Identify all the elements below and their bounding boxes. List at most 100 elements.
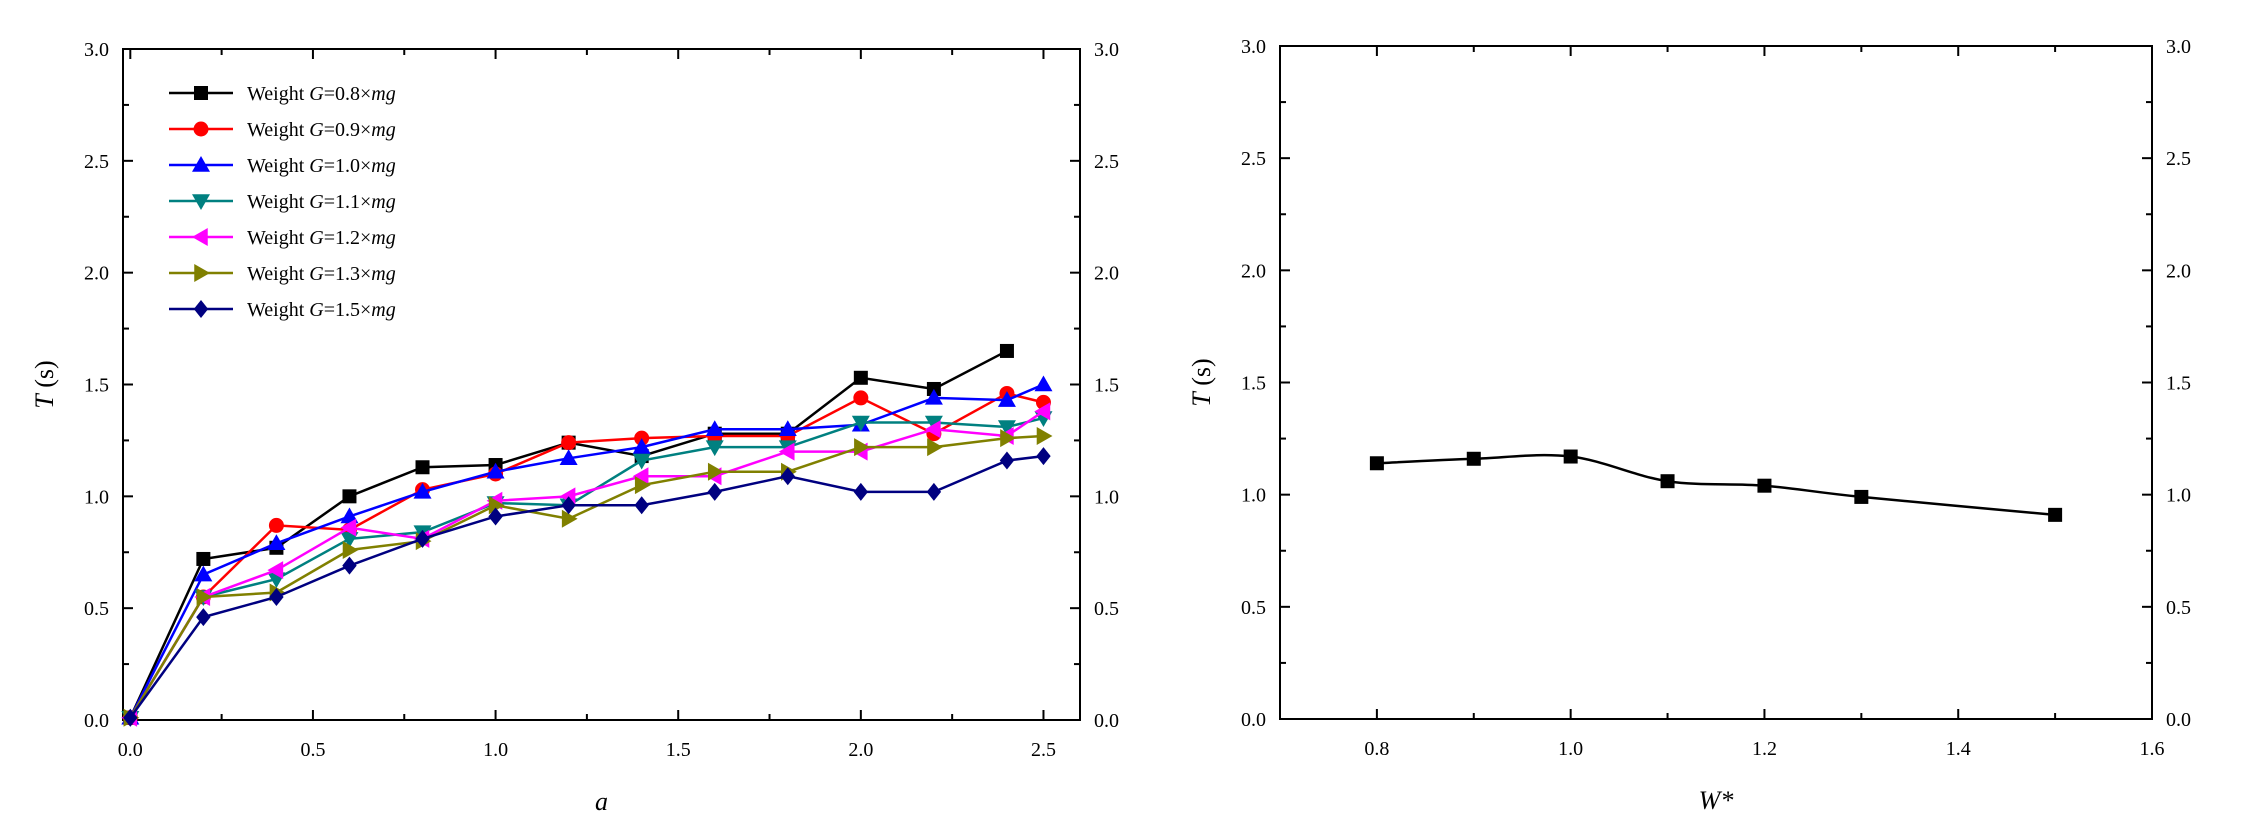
x-tick-label: 1.0 bbox=[1558, 738, 1583, 760]
data-point bbox=[632, 438, 651, 454]
y-tick-label: 0.5 bbox=[84, 598, 109, 620]
y-tick-label: 3.0 bbox=[1241, 36, 1266, 58]
series-6 bbox=[123, 426, 1053, 727]
data-point bbox=[123, 708, 138, 727]
data-point bbox=[269, 587, 284, 606]
data-point bbox=[1369, 456, 1384, 471]
x-tick-label: 1.5 bbox=[666, 739, 691, 761]
y-tick-label-right: 0.5 bbox=[1094, 598, 1119, 620]
data-point bbox=[1036, 447, 1051, 466]
data-point bbox=[559, 449, 578, 466]
data-point bbox=[999, 451, 1015, 470]
chart-2: 0.0 0.0 0.5 0.5 1.0 1.0 1.5 1.5 2.0 2.0 2.5 2.5 3.0 3… bbox=[1187, 36, 2191, 815]
series-4 bbox=[121, 411, 1053, 727]
data-point bbox=[415, 529, 430, 548]
y-tick-label: 2.5 bbox=[1241, 148, 1266, 170]
series-line bbox=[129, 392, 1044, 719]
data-point bbox=[778, 442, 795, 461]
legend-label: Weight G=1.3×mg bbox=[247, 263, 396, 285]
series-line bbox=[129, 383, 1044, 719]
data-point bbox=[196, 551, 211, 566]
y-tick-label-right: 0.5 bbox=[2166, 597, 2191, 619]
data-point bbox=[778, 420, 797, 436]
y-tick-label-right: 1.0 bbox=[1094, 486, 1119, 508]
data-point bbox=[1000, 429, 1016, 448]
y-tick-label: 1.5 bbox=[1241, 373, 1266, 395]
y-tick-label: 1.0 bbox=[84, 486, 109, 508]
data-point bbox=[267, 561, 284, 580]
data-point bbox=[926, 482, 942, 501]
legend-label: Weight G=1.0×mg bbox=[247, 155, 396, 177]
data-point bbox=[561, 435, 577, 451]
data-point bbox=[488, 507, 503, 526]
y-tick-label-right: 2.0 bbox=[1094, 263, 1119, 285]
data-point bbox=[561, 509, 578, 528]
data-point bbox=[486, 462, 505, 479]
series-5 bbox=[121, 402, 1051, 727]
data-point bbox=[851, 415, 870, 432]
data-point bbox=[853, 390, 869, 406]
data-point bbox=[997, 420, 1016, 436]
data-point bbox=[1036, 426, 1053, 445]
data-point bbox=[927, 438, 943, 457]
x-tick-label: 1.2 bbox=[1752, 738, 1777, 760]
data-point bbox=[267, 534, 286, 551]
series-7 bbox=[123, 447, 1051, 727]
data-point bbox=[340, 518, 357, 537]
y-tick-label-right: 1.5 bbox=[1094, 375, 1119, 397]
y-axis-label-unit: (s) bbox=[1187, 358, 1216, 392]
y-tick-label-right: 0.0 bbox=[2166, 709, 2191, 731]
legend-marker bbox=[192, 156, 210, 172]
y-axis-label: T (s) bbox=[30, 360, 59, 408]
legend-marker bbox=[192, 228, 208, 246]
y-tick-label-right: 2.5 bbox=[1094, 151, 1119, 173]
y-tick-label: 3.0 bbox=[84, 39, 109, 61]
legend-marker bbox=[194, 264, 210, 282]
data-point bbox=[632, 453, 651, 470]
plot-frame bbox=[1279, 45, 2153, 720]
data-point bbox=[268, 517, 284, 533]
data-point bbox=[853, 370, 868, 385]
data-point bbox=[342, 489, 357, 504]
x-tick-label: 2.0 bbox=[848, 739, 873, 761]
data-point bbox=[561, 496, 576, 515]
y-tick-label-right: 0.0 bbox=[1094, 710, 1119, 732]
data-point bbox=[707, 482, 722, 501]
y-tick-label-right: 3.0 bbox=[2166, 36, 2191, 58]
y-tick-label: 2.5 bbox=[84, 151, 109, 173]
y-tick-label: 0.5 bbox=[1241, 597, 1266, 619]
x-tick-label: 1.0 bbox=[483, 739, 508, 761]
y-axis-label-symbol: T bbox=[1187, 391, 1216, 407]
chart-1: 0.0 0.0 0.5 0.5 1.0 1.0 1.5 1.5 2.0 2.0 2.5 2.5 3.0 3… bbox=[30, 39, 1119, 816]
series-1 bbox=[123, 343, 1014, 725]
data-point bbox=[1466, 451, 1481, 466]
data-point bbox=[342, 541, 359, 560]
data-point bbox=[1757, 478, 1772, 493]
y-axis-label-unit: (s) bbox=[30, 360, 59, 394]
data-point bbox=[415, 460, 430, 475]
y-tick-label: 1.5 bbox=[84, 375, 109, 397]
x-tick-label: 0.5 bbox=[300, 739, 325, 761]
y-tick-label-right: 2.5 bbox=[2166, 148, 2191, 170]
data-point bbox=[924, 388, 943, 405]
y-tick-label-right: 2.0 bbox=[2166, 260, 2191, 282]
data-point bbox=[634, 476, 651, 495]
series-line bbox=[129, 454, 1044, 719]
data-point bbox=[196, 608, 211, 627]
data-point bbox=[2048, 507, 2063, 522]
y-axis-label-symbol: T bbox=[30, 393, 59, 409]
data-point bbox=[194, 565, 213, 582]
x-tick-label: 0.8 bbox=[1364, 738, 1389, 760]
data-point bbox=[1854, 489, 1869, 504]
legend-label: Weight G=1.1×mg bbox=[247, 191, 396, 213]
legend-marker bbox=[194, 86, 208, 100]
series-1 bbox=[1369, 449, 2063, 522]
data-point bbox=[780, 467, 795, 486]
legend-marker bbox=[192, 194, 210, 210]
x-tick-label: 2.5 bbox=[1031, 739, 1056, 761]
legend-label: Weight G=0.8×mg bbox=[247, 83, 396, 105]
data-point bbox=[854, 438, 870, 457]
data-point bbox=[340, 507, 359, 524]
data-point bbox=[1563, 449, 1578, 464]
